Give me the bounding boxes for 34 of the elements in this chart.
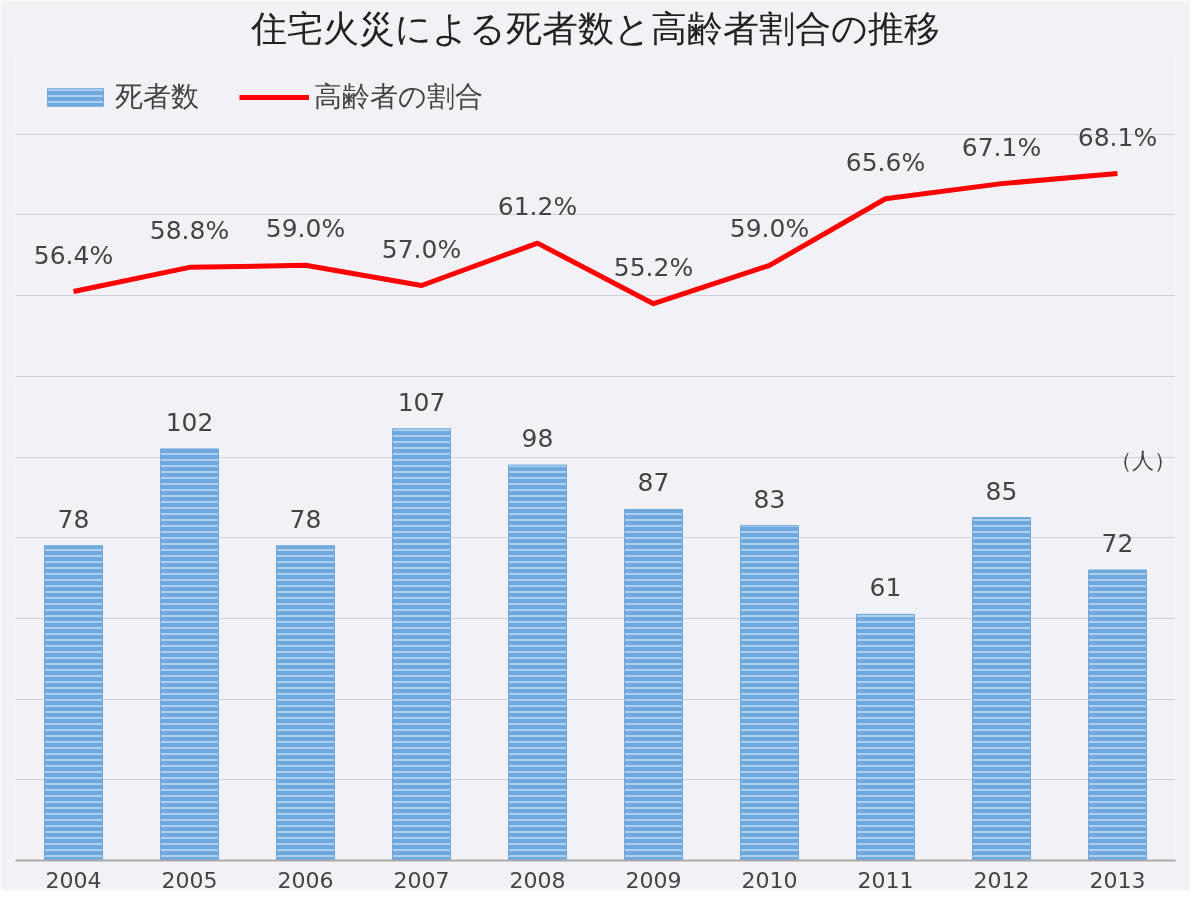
legend-label: 高齢者の割合: [314, 79, 483, 115]
data-label: 98: [521, 424, 554, 454]
x-tick-label: 2007: [393, 867, 450, 893]
data-label: 67.1%: [961, 132, 1042, 162]
x-tick-label: 2004: [45, 867, 102, 893]
x-tick-label: 2005: [161, 867, 218, 893]
data-label: 61: [869, 573, 902, 603]
x-tick-label: 2013: [1089, 867, 1146, 893]
data-label: 83: [753, 484, 786, 514]
data-label: 85: [985, 476, 1018, 506]
data-label: 107: [397, 387, 446, 417]
x-tick-label: 2009: [625, 867, 682, 893]
x-tick-label: 2011: [857, 867, 914, 893]
x-tick-label: 2008: [509, 867, 566, 893]
data-label: 59.0%: [265, 214, 346, 244]
data-label: 78: [57, 504, 90, 534]
data-label: 59.0%: [729, 214, 810, 244]
chart-title: 住宅火災による死者数と高齢者割合の推移: [250, 7, 940, 49]
x-tick-label: 2010: [741, 867, 798, 893]
data-label: 57.0%: [381, 234, 462, 264]
data-label: 87: [637, 468, 670, 498]
data-label: 56.4%: [33, 240, 114, 270]
data-label: 65.6%: [845, 147, 926, 177]
data-label: 55.2%: [613, 252, 694, 282]
data-label: 58.8%: [149, 216, 230, 246]
data-label: 61.2%: [497, 192, 578, 222]
data-label: 102: [165, 407, 214, 437]
x-tick-label: 2006: [277, 867, 334, 893]
annotation: （人）: [1109, 448, 1176, 474]
x-tick-label: 2012: [973, 867, 1030, 893]
data-label: 78: [289, 504, 322, 534]
legend-label: 死者数: [115, 79, 199, 115]
data-label: 68.1%: [1077, 122, 1158, 152]
data-label: 72: [1101, 528, 1134, 558]
